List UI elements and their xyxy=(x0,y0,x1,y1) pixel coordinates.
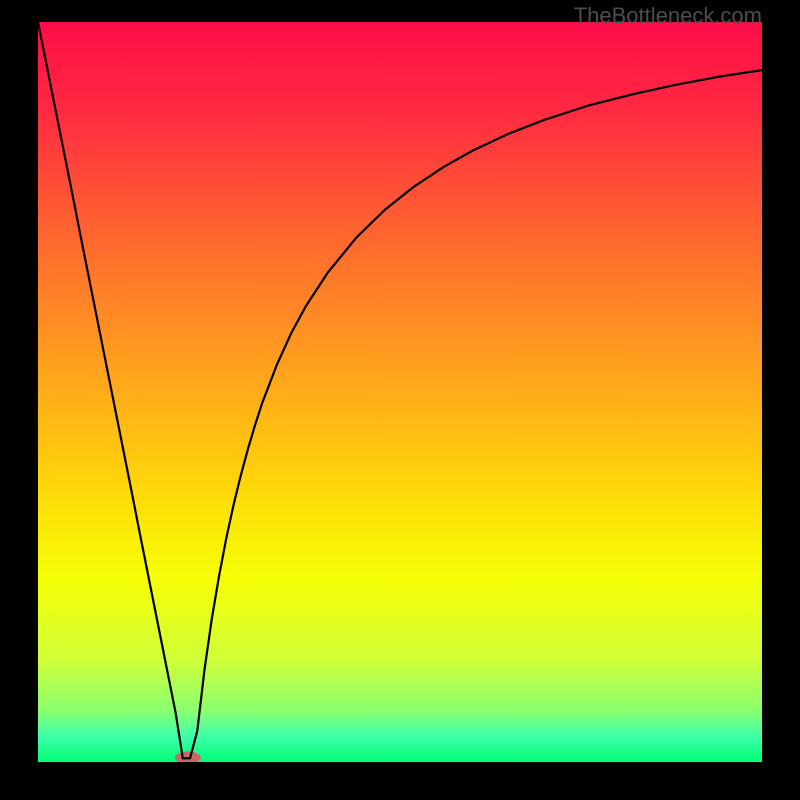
chart-area xyxy=(38,22,762,762)
chart-svg xyxy=(38,22,762,762)
gradient-background xyxy=(38,22,762,762)
watermark-source-label: TheBottleneck.com xyxy=(574,3,762,29)
